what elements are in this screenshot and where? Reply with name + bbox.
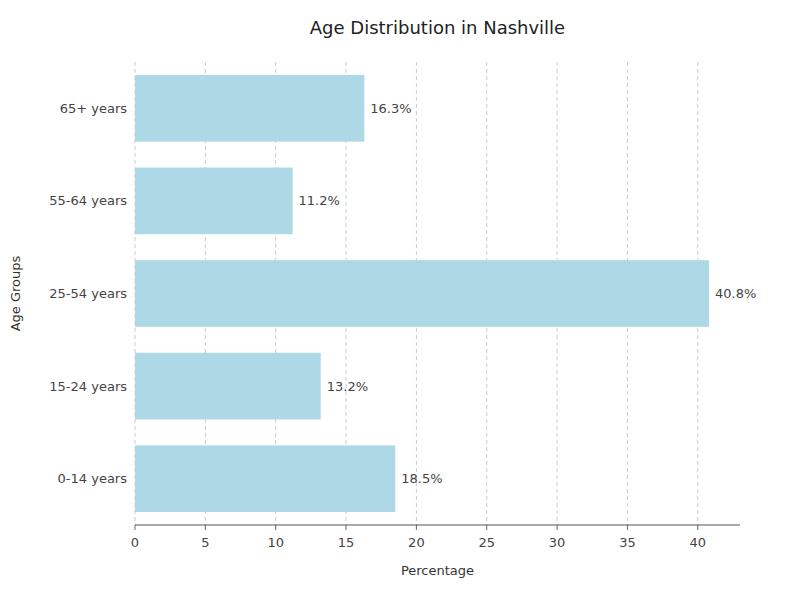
category-label: 55-64 years [49, 193, 127, 208]
x-axis-label: Percentage [401, 563, 474, 578]
x-ticks: 0 5 10 15 20 25 30 35 40 [131, 525, 706, 550]
data-label: 16.3% [370, 101, 411, 116]
tick-mark [486, 525, 487, 530]
tick-mark [557, 525, 558, 530]
bar [135, 353, 321, 420]
title: Age Distribution in Nashville [310, 17, 565, 38]
bar [135, 168, 293, 235]
tick-label: 35 [619, 535, 636, 550]
category-label: 0-14 years [58, 471, 128, 486]
bars [135, 75, 709, 512]
bar [135, 260, 709, 327]
bar [135, 445, 395, 512]
tick-label: 15 [338, 535, 355, 550]
tick-label: 40 [690, 535, 707, 550]
category-label: 15-24 years [49, 379, 127, 394]
tick-mark [275, 525, 276, 530]
tick-mark [135, 525, 136, 530]
category-label: 65+ years [60, 101, 128, 116]
y-axis-label: Age Groups [8, 255, 23, 331]
tick-label: 20 [408, 535, 425, 550]
y-tick-labels: 0-14 years 15-24 years 25-54 years 55-64 ye… [49, 101, 127, 486]
data-label: 18.5% [401, 471, 442, 486]
chart-container: 0 5 10 15 20 25 30 35 40 18.5% 13.2% 40.8% 11.2% 16.3… [0, 0, 800, 597]
chart-svg: 0 5 10 15 20 25 30 35 40 18.5% 13.2% 40.8% 11.2% 16.3… [0, 0, 800, 597]
data-label: 40.8% [715, 286, 756, 301]
tick-mark [346, 525, 347, 530]
data-labels: 18.5% 13.2% 40.8% 11.2% 16.3% [299, 101, 757, 486]
tick-label: 5 [201, 535, 209, 550]
tick-mark [627, 525, 628, 530]
data-label: 13.2% [327, 379, 368, 394]
x-axis-line [135, 525, 740, 526]
tick-label: 25 [478, 535, 495, 550]
tick-mark [205, 525, 206, 530]
tick-label: 0 [131, 535, 139, 550]
tick-mark [697, 525, 698, 530]
category-label: 25-54 years [49, 286, 127, 301]
tick-label: 10 [267, 535, 284, 550]
tick-mark [416, 525, 417, 530]
bar [135, 75, 364, 142]
data-label: 11.2% [299, 193, 340, 208]
tick-label: 30 [549, 535, 566, 550]
